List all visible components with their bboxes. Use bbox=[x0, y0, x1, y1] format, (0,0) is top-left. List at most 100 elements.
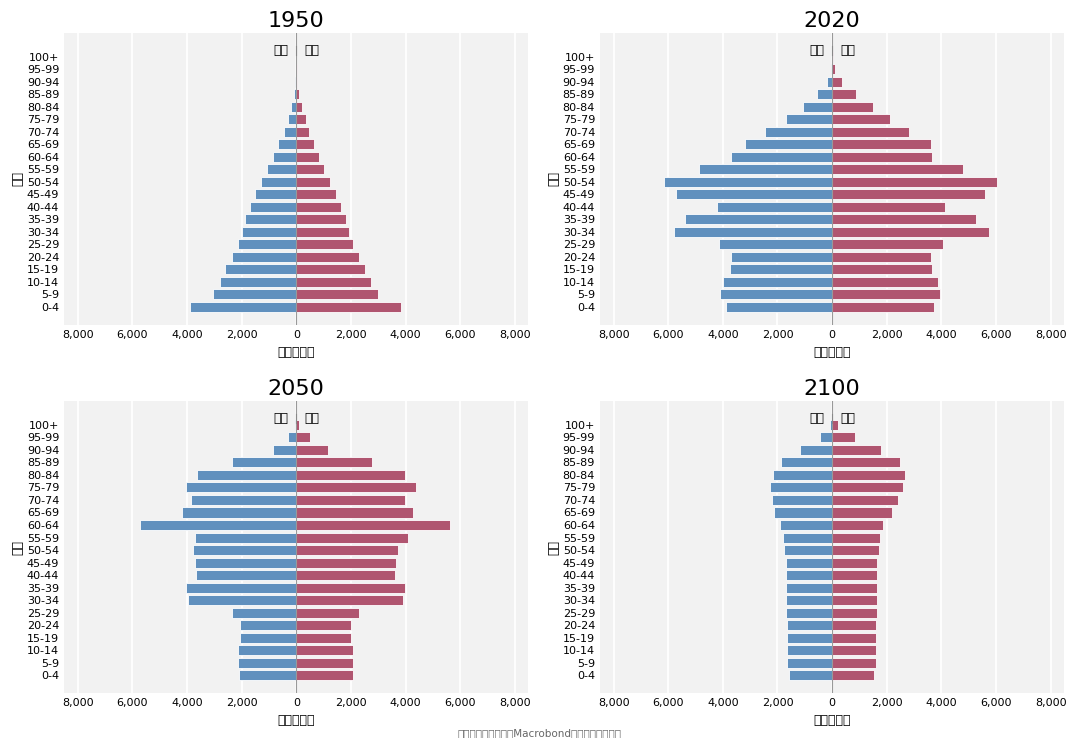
Bar bbox=[183, 508, 296, 517]
Bar bbox=[780, 520, 832, 530]
Bar bbox=[226, 264, 296, 275]
Bar bbox=[198, 470, 296, 480]
Bar bbox=[699, 165, 832, 174]
Bar bbox=[296, 289, 378, 300]
Bar bbox=[674, 227, 832, 237]
Bar bbox=[831, 64, 832, 74]
Bar bbox=[787, 620, 832, 630]
Bar bbox=[187, 582, 296, 593]
X-axis label: 人口（万）: 人口（万） bbox=[278, 345, 315, 359]
Bar bbox=[832, 570, 877, 580]
Bar bbox=[786, 595, 832, 605]
Bar bbox=[296, 483, 416, 492]
Bar bbox=[296, 89, 299, 99]
Y-axis label: 年龄: 年龄 bbox=[546, 171, 559, 187]
Bar bbox=[296, 264, 365, 275]
Text: 男性: 男性 bbox=[273, 44, 288, 57]
Bar bbox=[296, 152, 319, 162]
Bar bbox=[827, 77, 832, 86]
Bar bbox=[239, 645, 296, 655]
Bar bbox=[785, 570, 832, 580]
Bar bbox=[832, 264, 932, 275]
Bar bbox=[664, 176, 832, 187]
Bar bbox=[296, 670, 352, 680]
Bar bbox=[287, 114, 296, 124]
Bar bbox=[731, 252, 832, 262]
Bar bbox=[832, 127, 909, 137]
Bar bbox=[774, 508, 832, 517]
Bar bbox=[261, 176, 296, 187]
Bar bbox=[832, 176, 997, 187]
Bar bbox=[685, 214, 832, 224]
Bar bbox=[238, 239, 296, 249]
Bar bbox=[832, 102, 874, 111]
Bar bbox=[295, 420, 296, 430]
Bar bbox=[296, 582, 405, 593]
Bar bbox=[783, 533, 832, 542]
Bar bbox=[140, 520, 296, 530]
Bar bbox=[296, 508, 414, 517]
Bar bbox=[772, 470, 832, 480]
Bar bbox=[249, 201, 296, 212]
Bar bbox=[832, 470, 905, 480]
Text: 男性: 男性 bbox=[809, 412, 824, 425]
Bar bbox=[832, 420, 838, 430]
Bar bbox=[232, 607, 296, 618]
Bar bbox=[832, 595, 877, 605]
Bar bbox=[273, 445, 296, 455]
Bar bbox=[719, 239, 832, 249]
Bar bbox=[785, 582, 832, 593]
X-axis label: 人口（万）: 人口（万） bbox=[278, 714, 315, 727]
Bar bbox=[190, 495, 296, 505]
Bar bbox=[832, 227, 989, 237]
Y-axis label: 年龄: 年龄 bbox=[546, 539, 559, 555]
Bar bbox=[832, 165, 962, 174]
Bar bbox=[255, 189, 296, 199]
Bar bbox=[829, 420, 832, 430]
Bar bbox=[296, 495, 405, 505]
Bar bbox=[787, 645, 832, 655]
Bar bbox=[832, 77, 842, 86]
Bar bbox=[784, 545, 832, 555]
Bar bbox=[832, 645, 876, 655]
Bar bbox=[296, 520, 450, 530]
Bar bbox=[832, 239, 943, 249]
Bar bbox=[296, 533, 408, 542]
Bar bbox=[190, 302, 296, 312]
Bar bbox=[832, 620, 876, 630]
Bar bbox=[789, 670, 832, 680]
Bar bbox=[832, 483, 903, 492]
Bar bbox=[296, 557, 396, 568]
Bar bbox=[195, 557, 296, 568]
Bar bbox=[832, 533, 880, 542]
Bar bbox=[730, 152, 832, 162]
Bar bbox=[296, 595, 403, 605]
Bar bbox=[296, 252, 359, 262]
Bar bbox=[730, 264, 832, 275]
Bar bbox=[832, 152, 932, 162]
Bar bbox=[273, 152, 296, 162]
Bar bbox=[240, 632, 296, 643]
Bar bbox=[296, 302, 401, 312]
Text: 女性: 女性 bbox=[840, 44, 855, 57]
Bar bbox=[786, 607, 832, 618]
Bar bbox=[296, 114, 306, 124]
Text: 资料来源：联合国，Macrobond，招商銀行研究院: 资料来源：联合国，Macrobond，招商銀行研究院 bbox=[458, 728, 622, 738]
X-axis label: 人口（万）: 人口（万） bbox=[813, 714, 851, 727]
Bar bbox=[723, 277, 832, 287]
Text: 女性: 女性 bbox=[305, 412, 320, 425]
Bar bbox=[816, 89, 832, 99]
Bar bbox=[717, 201, 832, 212]
Bar bbox=[832, 495, 899, 505]
Bar bbox=[296, 227, 349, 237]
Bar bbox=[188, 595, 296, 605]
Bar bbox=[820, 432, 832, 442]
Bar bbox=[786, 114, 832, 124]
Bar bbox=[832, 302, 934, 312]
Bar bbox=[242, 227, 296, 237]
Bar bbox=[832, 139, 931, 149]
Bar bbox=[832, 64, 835, 74]
Bar bbox=[296, 470, 405, 480]
Bar bbox=[765, 127, 832, 137]
Bar bbox=[832, 201, 945, 212]
